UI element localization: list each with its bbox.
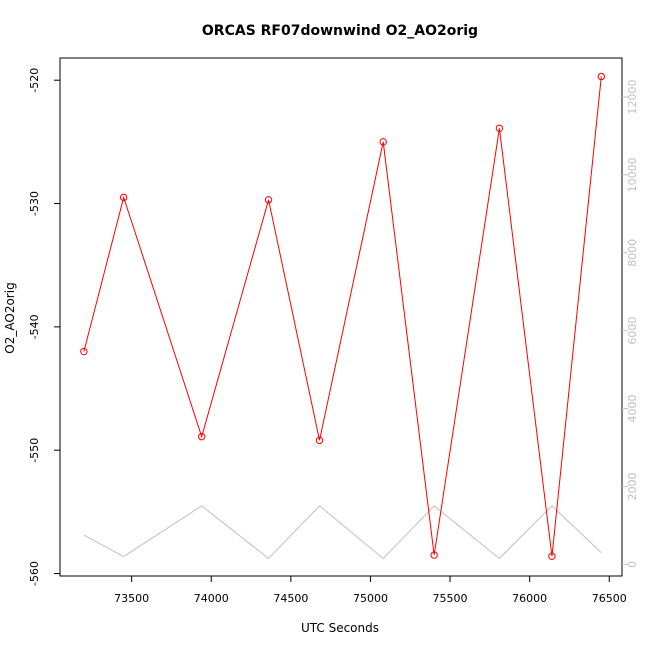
data-point [264, 196, 273, 204]
y2-tick-label: 2000 [626, 472, 639, 500]
chart-title: ORCAS RF07downwind O2_AO2orig [202, 23, 478, 39]
primary-series-line [83, 76, 602, 557]
y2-tick-label: 8000 [626, 239, 639, 267]
data-point [379, 138, 387, 146]
x-tick-label: 76500 [592, 592, 627, 605]
y2-tick-label: 10000 [626, 157, 639, 192]
x-tick-label: 74500 [273, 592, 308, 605]
x-tick-label: 75500 [433, 592, 468, 605]
y-tick-label: -550 [28, 438, 41, 463]
secondary-series-line [83, 505, 602, 560]
y2-tick-label: 0 [626, 561, 639, 568]
x-tick-label: 75000 [353, 592, 388, 605]
y2-tick-label: 12000 [626, 79, 639, 114]
y-axis-left: -520 -530 -540 -550 -560 [28, 68, 60, 586]
series-layer [80, 72, 606, 560]
data-point [119, 193, 128, 202]
data-point [80, 347, 88, 356]
x-tick-label: 76000 [512, 592, 547, 605]
x-axis: 73500 74000 74500 75000 75500 76000 76500 [114, 576, 627, 605]
y-axis-label: O2_AO2orig [3, 282, 17, 353]
x-tick-label: 74000 [194, 592, 229, 605]
x-tick-label: 73500 [114, 592, 149, 605]
y-tick-label: -530 [28, 191, 41, 216]
plot-border [59, 57, 623, 577]
y-axis-right: 0 2000 4000 6000 8000 10000 12000 [622, 79, 639, 568]
data-point [597, 72, 606, 81]
y2-tick-label: 6000 [626, 317, 639, 345]
data-point [430, 551, 438, 559]
data-point [315, 436, 324, 445]
x-axis-label: UTC Seconds [301, 621, 379, 635]
y2-tick-label: 4000 [626, 395, 639, 423]
y-tick-label: -520 [28, 68, 41, 93]
y-tick-label: -540 [28, 314, 41, 339]
data-point [548, 552, 556, 560]
data-point [197, 432, 206, 441]
y-tick-label: -560 [28, 561, 41, 586]
data-point [495, 124, 504, 133]
plot-frame [59, 57, 623, 577]
